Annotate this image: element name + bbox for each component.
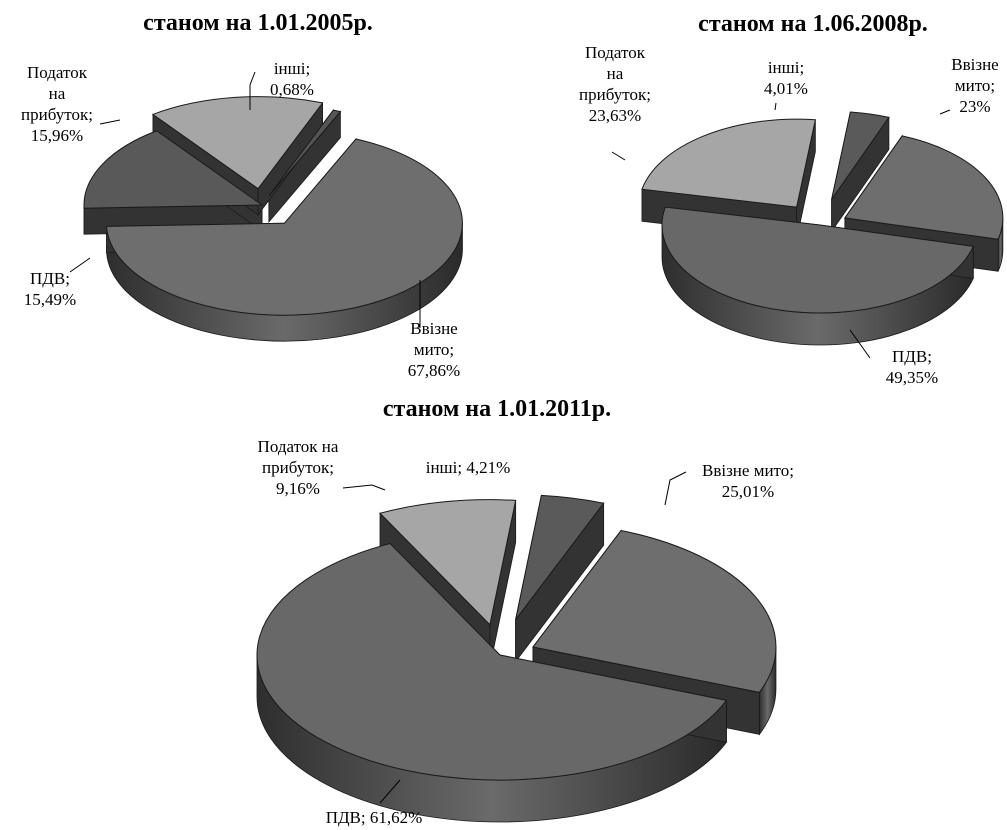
data-label-line: 67,86% <box>408 361 460 380</box>
data-label-import-duty-2: Ввізне мито; 25,01% <box>702 461 794 501</box>
data-label-vat-0: ПДВ; 15,49% <box>24 269 76 309</box>
data-label-line: 0,68% <box>270 80 314 99</box>
pie-slice-vat-0 <box>83 130 264 209</box>
data-label-other-2: інші; 4,21% <box>426 458 511 477</box>
data-label-profit-tax-1: Податок на прибуток; 23,63% <box>579 43 651 125</box>
leader-line-import-duty <box>664 471 687 506</box>
data-label-profit-tax-2: Податок на прибуток; 9,16% <box>258 437 339 498</box>
data-label-line: 15,96% <box>31 126 83 145</box>
data-label-line: мито; <box>414 340 454 359</box>
data-label-line: ПДВ; <box>30 269 70 288</box>
leader-line-vat <box>849 329 871 359</box>
data-label-line: Податок <box>585 43 646 62</box>
data-label-line: ПДВ; 61,62% <box>326 808 423 827</box>
data-label-line: прибуток; <box>262 458 334 477</box>
data-label-vat-1: ПДВ; 49,35% <box>886 347 938 387</box>
data-label-line: прибуток; <box>579 85 651 104</box>
pie-slice-profit-tax-0 <box>151 96 324 190</box>
pie-slice-profit-tax-1 <box>641 118 816 208</box>
data-label-line: Ввізне мито; <box>702 461 794 480</box>
pie-slice-other-1 <box>831 111 890 200</box>
pie-slice-import-duty-2 <box>532 529 777 693</box>
chart-title-2011: станом на 1.01.2011р. <box>383 396 611 422</box>
pie-slice-import-duty-1 <box>843 135 1004 240</box>
data-label-line: Ввізне <box>410 319 457 338</box>
leader-line-vat <box>69 257 91 273</box>
data-label-import-duty-0: Ввізне мито; 67,86% <box>408 319 460 380</box>
pie-slice-import-duty-0 <box>106 138 463 316</box>
chart-title-2005: станом на 1.01.2005р. <box>143 10 373 36</box>
data-label-line: прибуток; <box>21 105 93 124</box>
data-label-other-1: інші; 4,01% <box>764 58 808 98</box>
data-label-line: інші; 4,21% <box>426 458 511 477</box>
data-label-line: 23,63% <box>589 106 641 125</box>
data-label-line: мито; <box>955 76 995 95</box>
data-label-line: 4,01% <box>764 79 808 98</box>
data-label-other-0: інші; 0,68% <box>270 59 314 99</box>
data-label-line: 49,35% <box>886 368 938 387</box>
pie-slice-vat-1 <box>661 206 975 314</box>
pie-slice-profit-tax-2 <box>379 499 517 626</box>
data-label-line: 23% <box>959 97 990 116</box>
data-label-line: Ввізне <box>951 55 998 74</box>
data-label-line: Податок на <box>258 437 339 456</box>
leader-line-import-duty <box>939 109 951 115</box>
pie-slice-other-0 <box>268 109 342 197</box>
data-label-line: 25,01% <box>722 482 774 501</box>
leader-line-profit-tax <box>342 484 386 491</box>
data-label-line: інші; <box>768 58 804 77</box>
chart-title-2008: станом на 1.06.2008р. <box>698 11 928 37</box>
data-label-import-duty-1: Ввізне мито; 23% <box>951 55 998 116</box>
leader-line-other <box>249 71 256 110</box>
leader-line-profit-tax <box>99 119 121 125</box>
data-label-line: ПДВ; <box>892 347 932 366</box>
data-label-vat-2: ПДВ; 61,62% <box>326 808 423 827</box>
data-label-line: інші; <box>274 59 310 78</box>
leader-line-vat <box>379 779 401 804</box>
data-label-line: на <box>607 64 624 83</box>
data-label-line: 15,49% <box>24 290 76 309</box>
leader-line-other <box>774 102 777 111</box>
pie-slice-vat-2 <box>256 542 728 781</box>
leader-line-profit-tax <box>611 151 626 161</box>
data-label-line: 9,16% <box>276 479 320 498</box>
pie-slice-other-2 <box>515 494 605 621</box>
data-label-profit-tax-0: Податок на прибуток; 15,96% <box>21 63 93 145</box>
data-label-line: Податок <box>27 63 88 82</box>
data-label-line: на <box>49 84 66 103</box>
